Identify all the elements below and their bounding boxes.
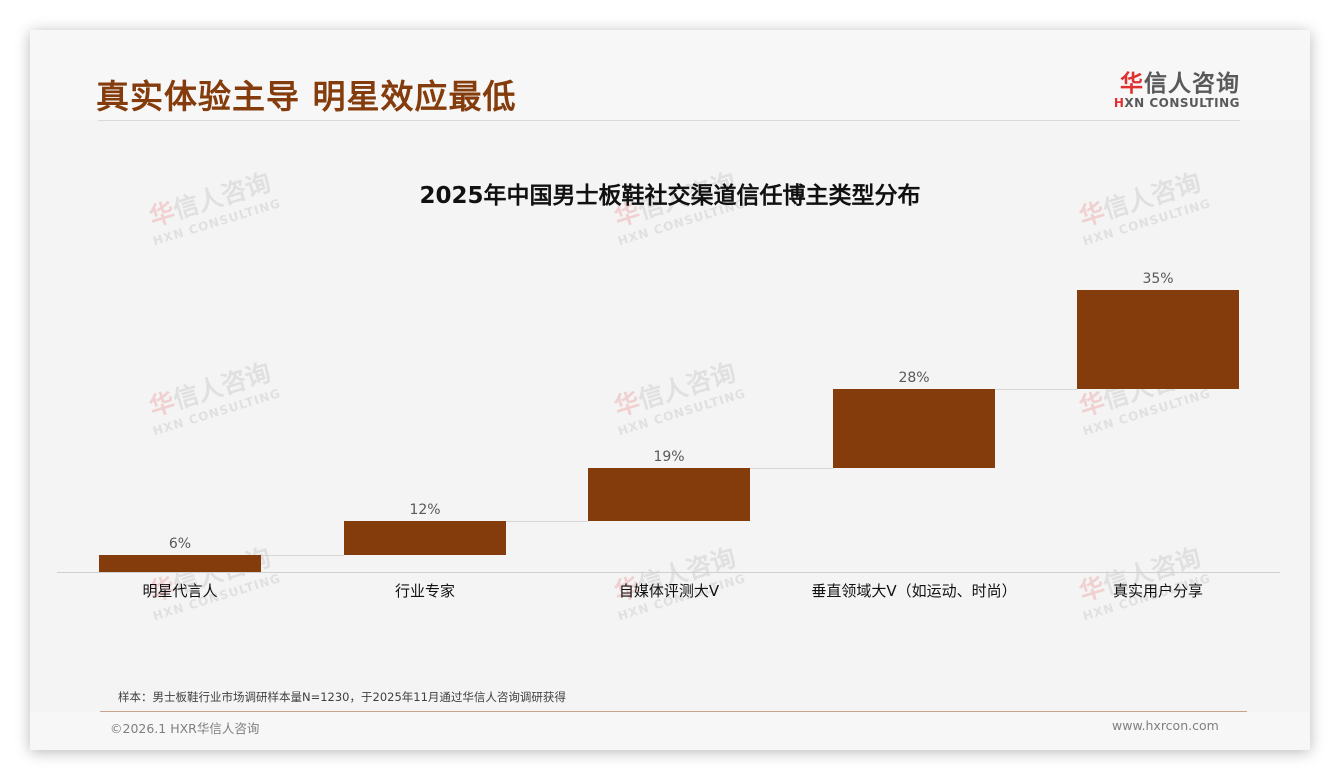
website-link[interactable]: www.hxrcon.com: [1112, 718, 1219, 733]
watermark-cn-rest: 信人咨询: [634, 357, 739, 415]
watermark-cn-rest: 信人咨询: [169, 357, 274, 415]
category-label: 行业专家: [394, 582, 455, 600]
chart-title: 2025年中国男士板鞋社交渠道信任博主类型分布: [419, 183, 921, 209]
waterfall-connector: [995, 389, 1077, 390]
bar-value-label: 12%: [409, 502, 441, 518]
logo-en-accent: H: [1113, 96, 1125, 110]
watermark-en: HXN CONSULTING: [616, 386, 748, 439]
category-label: 垂直领域大V（如运动、时尚）: [811, 582, 1017, 600]
copyright-text: ©2026.1 HXR华信人咨询: [110, 721, 260, 736]
logo-en: HXN CONSULTING: [1110, 96, 1240, 110]
watermark-cn-accent: 华: [1075, 386, 1109, 422]
bar-3: [588, 468, 750, 521]
category-label: 明星代言人: [142, 582, 218, 600]
waterfall-connector: [261, 555, 344, 556]
slide: 真实体验主导 明星效应最低 华信人咨询 HXN CONSULTING 华信人咨询…: [30, 30, 1310, 750]
bar-value-label: 28%: [898, 370, 930, 386]
bar-value-label: 19%: [653, 449, 685, 465]
bar-value-label: 6%: [168, 536, 192, 552]
watermark-en: HXN CONSULTING: [1081, 386, 1213, 439]
logo-cn-rest: 信人咨询: [1144, 71, 1240, 97]
bar-5: [1077, 290, 1239, 389]
watermark-cn-accent: 华: [145, 386, 179, 422]
sample-note: 样本：男士板鞋行业市场调研样本量N=1230，于2025年11月通过华信人咨询调…: [118, 690, 566, 704]
footer-band: [30, 712, 1310, 750]
waterfall-connector: [506, 521, 588, 522]
page-title: 真实体验主导 明星效应最低: [96, 77, 517, 116]
watermark-cn: 华信人咨询: [606, 352, 744, 425]
title-divider: [98, 120, 1240, 121]
bar-4: [833, 389, 995, 468]
header-band: [30, 30, 1310, 120]
category-label: 真实用户分享: [1112, 582, 1203, 600]
waterfall-connector: [750, 468, 833, 469]
logo-cn: 华信人咨询: [1110, 64, 1240, 98]
bar-value-label: 35%: [1142, 271, 1174, 287]
footer-divider: [100, 711, 1247, 712]
bar-1: [99, 555, 261, 572]
category-label: 自媒体评测大V: [618, 582, 720, 600]
watermark-cn: 华信人咨询: [141, 352, 279, 425]
logo-cn-accent: 华: [1120, 71, 1144, 97]
watermark-cn-accent: 华: [610, 386, 644, 422]
bar-2: [344, 521, 506, 555]
watermark-en: HXN CONSULTING: [151, 386, 283, 439]
company-logo: 华信人咨询 HXN CONSULTING: [1110, 64, 1240, 110]
x-axis-line: [57, 572, 1280, 573]
logo-en-rest: XN CONSULTING: [1124, 96, 1240, 110]
